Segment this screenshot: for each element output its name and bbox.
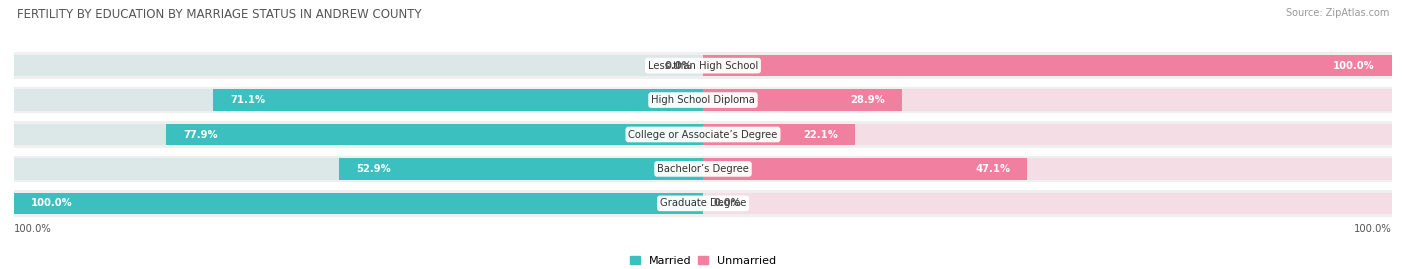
FancyBboxPatch shape bbox=[14, 87, 1392, 114]
FancyBboxPatch shape bbox=[14, 52, 1392, 79]
FancyBboxPatch shape bbox=[703, 193, 1392, 214]
Text: 47.1%: 47.1% bbox=[976, 164, 1011, 174]
Text: FERTILITY BY EDUCATION BY MARRIAGE STATUS IN ANDREW COUNTY: FERTILITY BY EDUCATION BY MARRIAGE STATU… bbox=[17, 8, 422, 21]
Text: Graduate Degree: Graduate Degree bbox=[659, 198, 747, 208]
FancyBboxPatch shape bbox=[703, 158, 1392, 180]
FancyBboxPatch shape bbox=[703, 124, 855, 145]
FancyBboxPatch shape bbox=[14, 190, 1392, 217]
Text: 100.0%: 100.0% bbox=[31, 198, 73, 208]
FancyBboxPatch shape bbox=[14, 193, 703, 214]
FancyBboxPatch shape bbox=[339, 158, 703, 180]
FancyBboxPatch shape bbox=[703, 55, 1392, 76]
Text: Bachelor’s Degree: Bachelor’s Degree bbox=[657, 164, 749, 174]
Text: 28.9%: 28.9% bbox=[851, 95, 884, 105]
FancyBboxPatch shape bbox=[703, 158, 1028, 180]
Text: 71.1%: 71.1% bbox=[231, 95, 266, 105]
FancyBboxPatch shape bbox=[14, 121, 1392, 148]
Text: High School Diploma: High School Diploma bbox=[651, 95, 755, 105]
Text: 100.0%: 100.0% bbox=[1354, 224, 1392, 234]
FancyBboxPatch shape bbox=[214, 89, 703, 111]
FancyBboxPatch shape bbox=[14, 155, 1392, 182]
Text: 0.0%: 0.0% bbox=[665, 61, 693, 71]
FancyBboxPatch shape bbox=[14, 89, 703, 111]
Text: 100.0%: 100.0% bbox=[1333, 61, 1375, 71]
Legend: Married, Unmarried: Married, Unmarried bbox=[626, 251, 780, 269]
Text: 100.0%: 100.0% bbox=[14, 224, 52, 234]
Text: 52.9%: 52.9% bbox=[356, 164, 391, 174]
FancyBboxPatch shape bbox=[703, 55, 1392, 76]
FancyBboxPatch shape bbox=[14, 124, 703, 145]
Text: 77.9%: 77.9% bbox=[184, 129, 218, 140]
FancyBboxPatch shape bbox=[166, 124, 703, 145]
Text: Source: ZipAtlas.com: Source: ZipAtlas.com bbox=[1285, 8, 1389, 18]
FancyBboxPatch shape bbox=[14, 55, 703, 76]
FancyBboxPatch shape bbox=[703, 89, 1392, 111]
FancyBboxPatch shape bbox=[703, 124, 1392, 145]
FancyBboxPatch shape bbox=[14, 158, 703, 180]
FancyBboxPatch shape bbox=[703, 89, 903, 111]
Text: College or Associate’s Degree: College or Associate’s Degree bbox=[628, 129, 778, 140]
Text: Less than High School: Less than High School bbox=[648, 61, 758, 71]
FancyBboxPatch shape bbox=[14, 193, 703, 214]
Text: 22.1%: 22.1% bbox=[803, 129, 838, 140]
Text: 0.0%: 0.0% bbox=[713, 198, 741, 208]
